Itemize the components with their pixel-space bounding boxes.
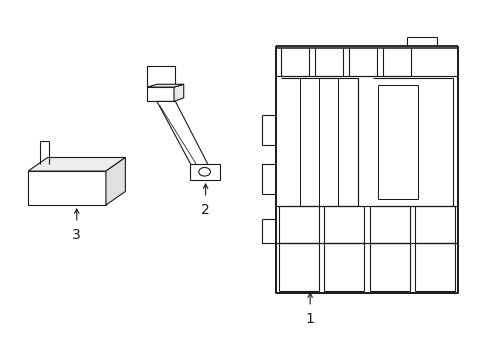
Polygon shape (157, 102, 210, 169)
Polygon shape (28, 171, 106, 205)
Polygon shape (28, 157, 125, 171)
Polygon shape (147, 84, 183, 87)
Polygon shape (276, 48, 458, 293)
Circle shape (199, 167, 210, 176)
Text: 2: 2 (201, 203, 209, 217)
Text: 3: 3 (72, 228, 81, 242)
Polygon shape (147, 66, 175, 87)
Text: 1: 1 (305, 312, 314, 326)
Polygon shape (190, 164, 220, 180)
Polygon shape (147, 87, 174, 102)
Polygon shape (174, 84, 183, 102)
Polygon shape (106, 157, 125, 205)
